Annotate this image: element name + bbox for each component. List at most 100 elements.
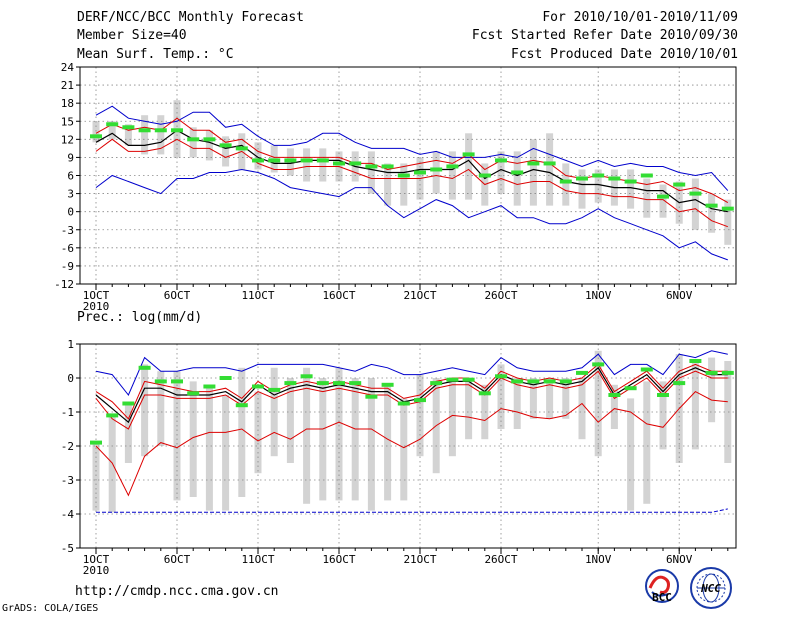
temperature-observed-marker [462,152,475,157]
precipitation-member-range-bar [643,381,651,504]
precipitation-observed-marker [284,381,297,386]
forecast-period: For 2010/10/01-2010/11/09 [542,10,738,25]
temperature-x-tick-label: 1OCT [83,289,110,302]
temperature-member-range-bar [448,151,456,200]
precipitation-x-tick-label: 6OCT [164,553,191,566]
precipitation-member-range-bar [157,371,165,446]
precipitation-member-range-bar [481,384,489,440]
precipitation-observed-marker [689,359,702,363]
temperature-y-tick-label: 24 [61,61,75,74]
bcc-logo: BCC [640,568,684,608]
temperature-observed-marker [284,158,297,163]
precipitation-member-range-bar [351,378,359,501]
temperature-observed-marker [316,158,329,163]
precipitation-observed-marker [462,377,475,382]
temperature-y-tick-label: 18 [61,97,74,110]
precipitation-member-range-bar [319,378,327,501]
temperature-x-tick-sublabel: 2010 [83,300,110,313]
temperature-observed-marker [559,179,572,184]
temperature-observed-marker [624,179,637,184]
precipitation-member-range-bar [610,384,618,429]
precipitation-observed-marker [673,381,686,386]
temperature-observed-marker [300,158,313,163]
precipitation-member-range-bar [400,398,408,501]
temperature-member-range-bar [303,148,311,182]
precipitation-observed-marker [235,403,248,408]
precipitation-x-tick-label: 16OCT [322,553,355,566]
precipitation-member-range-bar [448,378,456,457]
precipitation-series-max [95,350,728,396]
precipitation-observed-marker [154,379,167,384]
temperature-x-tick-label: 26OCT [484,289,517,302]
temperature-member-range-bar [659,184,667,218]
temperature-y-tick-label: 15 [61,115,74,128]
temperature-member-range-bar [141,115,149,155]
temperature-observed-marker [543,161,556,166]
temperature-observed-marker [365,164,378,169]
precipitation-member-range-bar [303,367,311,504]
precipitation-x-tick-label: 1NOV [585,553,612,566]
temperature-observed-marker [235,146,248,151]
precipitation-observed-marker [414,398,426,403]
precipitation-member-range-bar [724,361,732,463]
precipitation-observed-marker [333,381,345,386]
temperature-observed-marker [446,164,459,169]
temperature-member-range-bar [189,127,197,158]
temperature-member-range-bar [643,178,651,218]
precipitation-x-tick-label: 21OCT [403,553,436,566]
precipitation-observed-marker [495,374,507,379]
precipitation-observed-marker [657,393,669,397]
temperature-member-range-bar [400,163,408,206]
precipitation-member-range-bar [254,391,262,474]
temperature-x-tick-label: 6OCT [164,289,191,302]
precipitation-series-upper [95,363,728,420]
temperature-observed-marker [721,206,734,211]
temperature-member-range-bar [578,169,586,209]
temperature-y-tick-label: 9 [67,151,74,164]
temperature-member-range-bar [513,151,521,206]
precipitation-member-range-bar [141,364,149,457]
grads-credit: GrADS: COLA/IGES [2,603,99,614]
precipitation-member-range-bar [513,378,521,429]
source-url[interactable]: http://cmdp.ncc.cma.gov.cn [75,584,279,599]
temperature-observed-marker [640,173,653,178]
temperature-x-tick-label: 21OCT [403,289,436,302]
temperature-y-tick-label: 12 [61,133,74,146]
bcc-logo-text: BCC [652,591,672,604]
precipitation-observed-marker [187,391,200,396]
temperature-observed-marker [576,176,588,181]
temperature-y-tick-label: -12 [54,278,74,291]
variable-label: Mean Surf. Temp.: °C [77,47,234,62]
temperature-observed-marker [495,158,507,163]
precipitation-observed-marker [430,381,443,386]
precipitation-x-tick-label: 1OCT [83,553,110,566]
temperature-member-range-bar [92,121,100,143]
temperature-member-range-bar [708,193,716,233]
precipitation-observed-marker [365,394,378,399]
temperature-member-range-bar [124,124,132,146]
precipitation-member-range-bar [173,371,181,501]
temperature-observed-marker [268,158,281,163]
precipitation-member-range-bar [222,395,230,511]
precipitation-observed-marker [300,374,313,379]
precipitation-member-range-bar [659,381,667,450]
temperature-member-range-bar [724,199,732,245]
temperature-member-range-bar [546,133,554,206]
precipitation-observed-marker [122,401,135,406]
temperature-y-tick-label: 6 [67,170,74,183]
precipitation-x-tick-sublabel: 2010 [83,564,110,577]
precipitation-observed-marker [559,379,572,384]
precipitation-observed-marker [252,384,264,389]
precipitation-observed-marker [640,367,653,372]
precipitation-x-tick-label: 26OCT [484,553,517,566]
precipitation-member-range-bar [384,384,392,501]
temperature-y-tick-label: -9 [61,260,74,273]
temperature-observed-marker [527,161,540,166]
temperature-series-max [95,105,729,191]
temperature-x-tick-label: 11OCT [241,289,274,302]
precipitation-y-tick-label: 0 [67,372,74,385]
precipitation-series-floor [96,508,728,513]
